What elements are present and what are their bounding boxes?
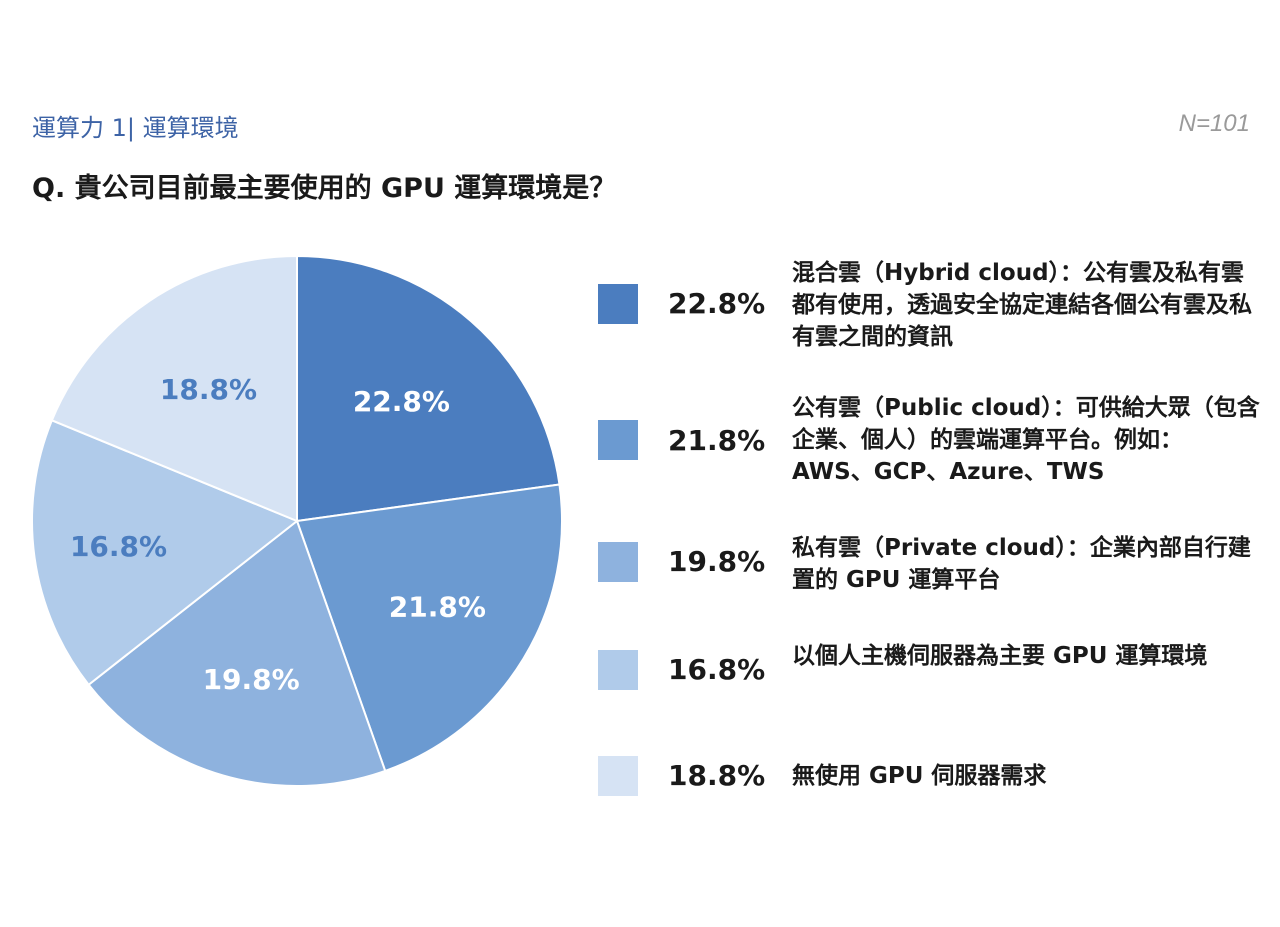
pie-chart: 22.8% 21.8% 19.8% 16.8% 18.8% — [31, 254, 563, 787]
section-label: 運算力 1| 運算環境 — [32, 114, 239, 142]
slice-hybrid-cloud — [296, 254, 561, 523]
legend-percent: 21.8% — [668, 424, 766, 457]
legend-swatch — [598, 650, 638, 690]
question-title: Q. 貴公司目前最主要使用的 GPU 運算環境是？ — [32, 173, 617, 204]
slice-public-cloud — [295, 483, 563, 773]
legend-description: 混合雲（Hybrid cloud）：公有雲及私有雲都有使用，透過安全協定連結各個… — [792, 260, 1252, 350]
slice-data-label: 22.8% — [353, 385, 450, 418]
legend-description: 無使用 GPU 伺服器需求 — [792, 763, 1047, 789]
slice-private-cloud — [87, 519, 387, 787]
legend-description: 私有雲（Private cloud）：企業內部自行建置的 GPU 運算平台 — [792, 535, 1251, 593]
slice-data-label: 21.8% — [389, 590, 486, 623]
legend-percent: 22.8% — [668, 287, 766, 320]
legend-percent: 18.8% — [668, 759, 766, 792]
legend-description: 以個人主機伺服器為主要 GPU 運算環境 — [792, 643, 1208, 669]
legend-description: 公有雲（Public cloud）：可供給大眾（包含企業、個人）的雲端運算平台。… — [792, 395, 1260, 485]
legend-swatch — [598, 756, 638, 796]
legend-swatch — [598, 284, 638, 324]
slice-no-gpu — [50, 254, 298, 523]
slice-data-label: 19.8% — [203, 663, 300, 696]
legend-swatch — [598, 420, 638, 460]
slice-personal-server — [31, 419, 299, 687]
sample-size: N=101 — [1178, 110, 1250, 137]
legend-swatch — [598, 542, 638, 582]
slice-data-label: 18.8% — [160, 373, 257, 406]
legend-percent: 19.8% — [668, 545, 766, 578]
legend-percent: 16.8% — [668, 653, 766, 686]
slice-data-label: 16.8% — [70, 530, 167, 563]
